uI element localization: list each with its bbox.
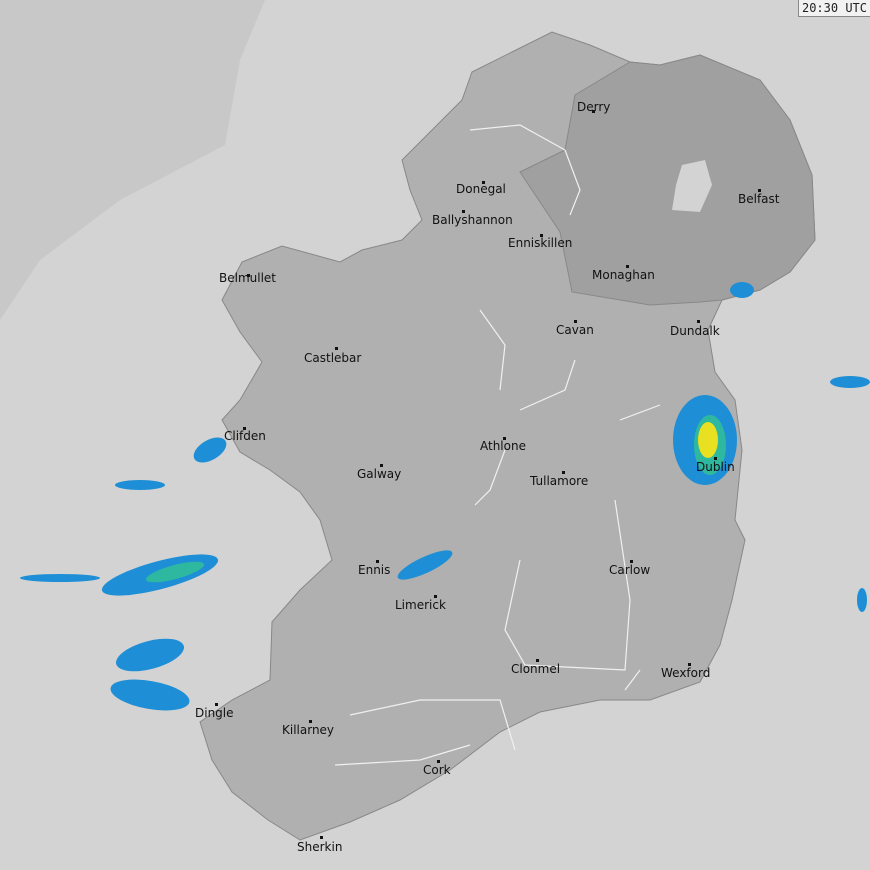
city-label-sherkin: Sherkin <box>297 840 343 854</box>
city-marker <box>434 595 437 598</box>
city-marker <box>562 471 565 474</box>
city-label-donegal: Donegal <box>456 182 506 196</box>
city-marker <box>309 720 312 723</box>
city-label-dingle: Dingle <box>195 706 234 720</box>
city-marker <box>243 427 246 430</box>
city-label-ballyshannon: Ballyshannon <box>432 213 513 227</box>
city-label-cavan: Cavan <box>556 323 594 337</box>
city-marker <box>714 457 717 460</box>
city-label-monaghan: Monaghan <box>592 268 655 282</box>
rain-echo <box>20 574 100 582</box>
city-marker <box>630 560 633 563</box>
city-label-carlow: Carlow <box>609 563 651 577</box>
rain-echo <box>193 437 227 463</box>
city-label-derry: Derry <box>577 100 611 114</box>
rain-echo <box>397 550 453 580</box>
city-label-athlone: Athlone <box>480 439 526 453</box>
city-label-belmullet: Belmullet <box>219 271 276 285</box>
city-label-enniskillen: Enniskillen <box>508 236 573 250</box>
city-label-dundalk: Dundalk <box>670 324 720 338</box>
city-marker <box>688 663 691 666</box>
city-marker <box>592 110 595 113</box>
city-marker <box>437 760 440 763</box>
rain-echo <box>115 480 165 490</box>
city-label-ennis: Ennis <box>358 563 391 577</box>
timestamp: 20:30 UTC <box>797 0 870 17</box>
city-marker <box>320 836 323 839</box>
city-label-dublin: Dublin <box>696 460 735 474</box>
rivers <box>334 124 661 766</box>
city-marker <box>503 437 506 440</box>
rain-echo <box>110 679 190 711</box>
city-label-belfast: Belfast <box>738 192 780 206</box>
rain-echo <box>145 561 205 583</box>
northern-ireland <box>519 54 816 306</box>
city-marker <box>335 347 338 350</box>
rain-echo <box>830 376 870 388</box>
city-marker <box>574 320 577 323</box>
city-marker <box>215 703 218 706</box>
city-label-killarney: Killarney <box>282 723 335 737</box>
city-marker <box>758 189 761 192</box>
city-label-clonmel: Clonmel <box>511 662 561 676</box>
rain-echo <box>857 588 867 612</box>
rain-echo <box>698 422 718 458</box>
city-marker <box>697 320 700 323</box>
city-label-tullamore: Tullamore <box>530 474 589 488</box>
city-marker <box>247 274 250 277</box>
city-marker <box>482 181 485 184</box>
city-label-cork: Cork <box>423 763 451 777</box>
city-label-clifden: Clifden <box>224 429 266 443</box>
out-of-range-area <box>0 0 265 320</box>
city-label-limerick: Limerick <box>395 598 446 612</box>
city-marker <box>626 265 629 268</box>
city-label-castlebar: Castlebar <box>304 351 362 365</box>
rain-echo <box>115 638 185 672</box>
city-marker <box>380 464 383 467</box>
rain-echo <box>730 282 754 298</box>
rain-layer <box>20 282 870 711</box>
city-marker <box>376 560 379 563</box>
city-marker <box>540 234 543 237</box>
city-label-galway: Galway <box>357 467 402 481</box>
lough-neagh <box>672 160 712 212</box>
city-label-wexford: Wexford <box>661 666 711 680</box>
city-marker <box>462 210 465 213</box>
city-marker <box>536 659 539 662</box>
